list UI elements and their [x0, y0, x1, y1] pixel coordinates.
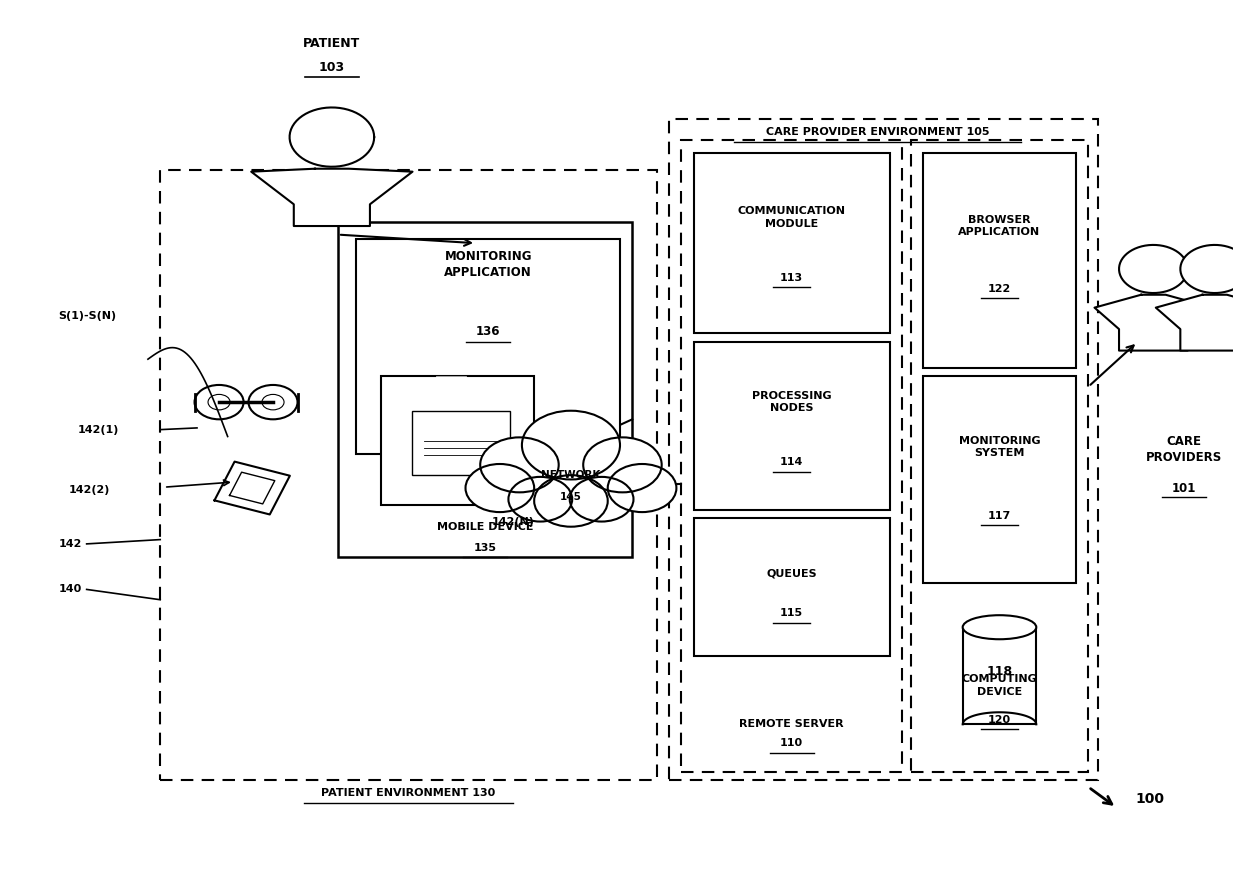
Polygon shape	[229, 472, 275, 504]
Text: REMOTE SERVER: REMOTE SERVER	[739, 719, 844, 729]
Polygon shape	[436, 376, 479, 402]
Text: 100: 100	[1135, 792, 1164, 806]
Text: 122: 122	[988, 284, 1011, 293]
Polygon shape	[290, 107, 374, 167]
Polygon shape	[1118, 245, 1188, 293]
Circle shape	[583, 437, 662, 492]
Polygon shape	[252, 168, 413, 226]
Bar	[693, 518, 890, 656]
Bar	[693, 153, 890, 333]
Text: 136: 136	[476, 325, 501, 338]
Text: MONITORING
APPLICATION: MONITORING APPLICATION	[444, 251, 532, 279]
Bar	[962, 627, 1037, 725]
Bar	[381, 376, 534, 505]
Polygon shape	[215, 462, 290, 514]
Bar	[693, 342, 890, 510]
Bar	[412, 410, 510, 475]
Text: 120: 120	[988, 715, 1011, 725]
Bar	[923, 376, 1076, 582]
Text: 118: 118	[986, 665, 1013, 678]
Text: 145: 145	[560, 492, 582, 503]
Ellipse shape	[962, 615, 1037, 639]
Text: CARE PROVIDER ENVIRONMENT 105: CARE PROVIDER ENVIRONMENT 105	[766, 127, 990, 136]
Text: 140: 140	[58, 584, 82, 595]
Bar	[923, 153, 1076, 368]
Circle shape	[507, 432, 635, 521]
Text: 101: 101	[1172, 482, 1197, 494]
Bar	[339, 222, 632, 557]
Text: 142(2): 142(2)	[68, 485, 109, 495]
Text: 142(1): 142(1)	[78, 424, 119, 435]
Text: NETWORK: NETWORK	[542, 471, 600, 480]
Bar	[681, 140, 901, 772]
Circle shape	[534, 475, 608, 526]
Text: PROCESSING
NODES: PROCESSING NODES	[751, 391, 832, 413]
Text: 142(N): 142(N)	[491, 518, 534, 527]
Text: 110: 110	[780, 739, 804, 748]
Text: MOBILE DEVICE: MOBILE DEVICE	[436, 522, 533, 532]
Circle shape	[522, 410, 620, 479]
Text: PATIENT ENVIRONMENT 130: PATIENT ENVIRONMENT 130	[321, 788, 496, 798]
Text: COMPUTING
DEVICE: COMPUTING DEVICE	[961, 675, 1038, 697]
Circle shape	[465, 464, 534, 512]
Circle shape	[508, 477, 572, 521]
Text: 142: 142	[58, 539, 82, 549]
Text: PATIENT: PATIENT	[304, 37, 361, 50]
Text: QUEUES: QUEUES	[766, 569, 817, 579]
Circle shape	[569, 477, 634, 521]
Text: 117: 117	[988, 511, 1011, 520]
Polygon shape	[1180, 245, 1240, 293]
Polygon shape	[1095, 295, 1213, 351]
Text: 113: 113	[780, 272, 804, 283]
Text: CARE
PROVIDERS: CARE PROVIDERS	[1146, 435, 1223, 464]
Text: 135: 135	[474, 543, 497, 553]
Bar	[356, 239, 620, 454]
Bar	[910, 140, 1089, 772]
Circle shape	[608, 464, 676, 512]
Text: S(1)-S(N): S(1)-S(N)	[58, 311, 117, 321]
Text: 115: 115	[780, 608, 804, 617]
Text: 103: 103	[319, 60, 345, 73]
Circle shape	[480, 437, 559, 492]
Text: COMMUNICATION
MODULE: COMMUNICATION MODULE	[738, 206, 846, 229]
Polygon shape	[1156, 295, 1240, 351]
Text: MONITORING
SYSTEM: MONITORING SYSTEM	[959, 436, 1040, 458]
Bar	[160, 170, 657, 780]
Text: BROWSER
APPLICATION: BROWSER APPLICATION	[959, 215, 1040, 237]
Text: 114: 114	[780, 457, 804, 467]
Bar	[670, 119, 1099, 780]
